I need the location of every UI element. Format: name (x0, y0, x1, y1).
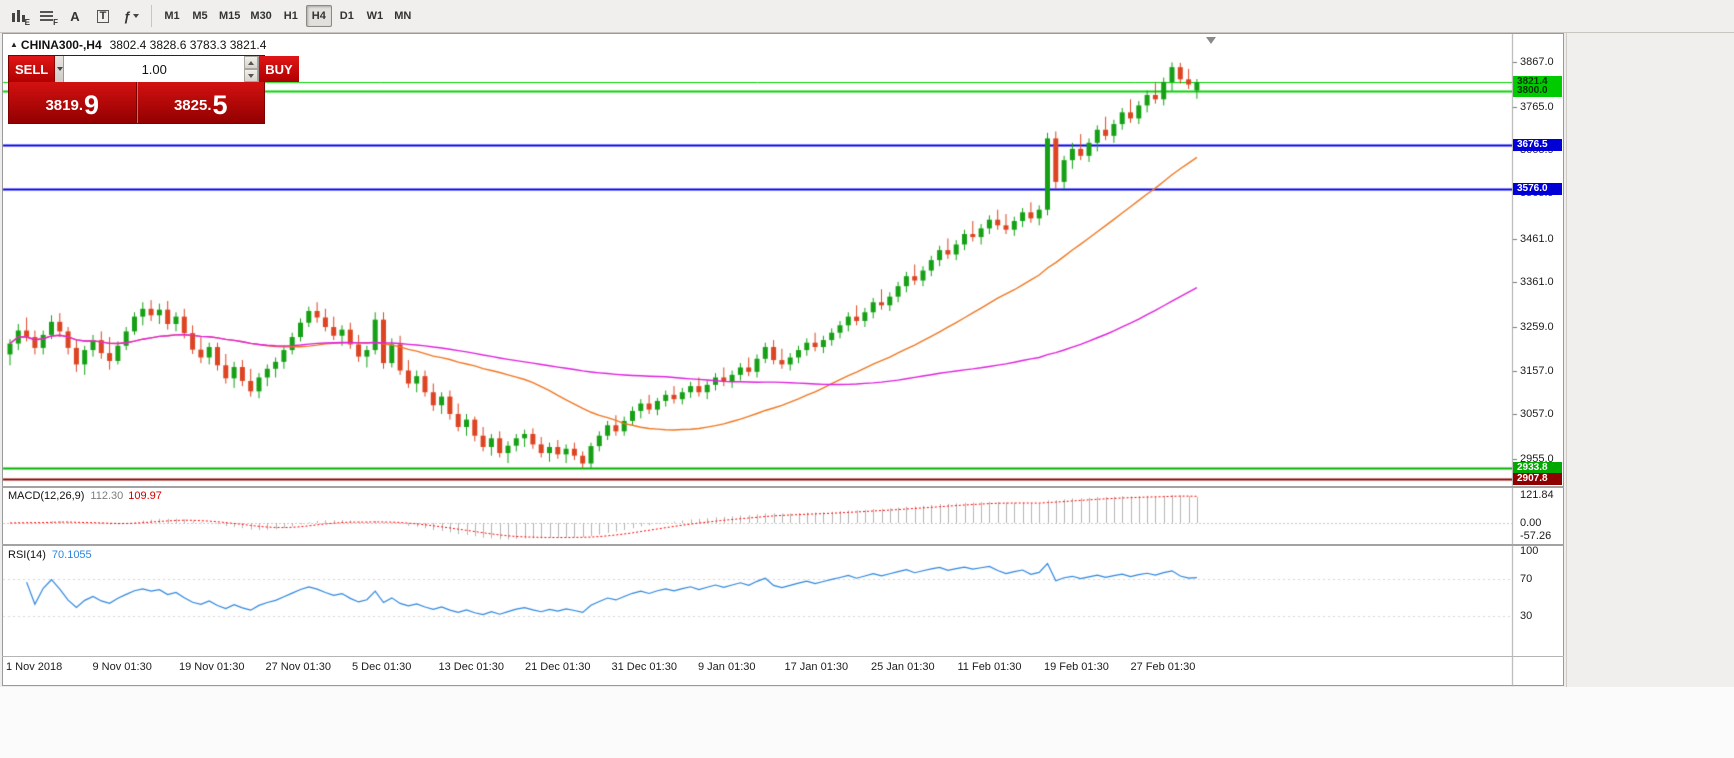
price-tick-label: 3157.0 (1520, 364, 1554, 377)
price-line-badge: 3676.5 (1513, 139, 1562, 152)
bid-price-big-digit: 9 (84, 90, 100, 120)
time-tick-label: 9 Jan 01:30 (698, 661, 756, 673)
time-tick-label: 9 Nov 01:30 (92, 661, 152, 673)
price-tick-label: 3361.0 (1520, 276, 1554, 289)
chart-shift-marker (1206, 37, 1216, 44)
macd-scale-label: 121.84 (1520, 489, 1554, 501)
price-tick-label: 3867.0 (1520, 56, 1554, 69)
indicators-button[interactable]: ƒ (118, 4, 144, 28)
arrow-down-icon (248, 73, 255, 78)
time-tick-label: 1 Nov 2018 (6, 661, 63, 673)
price-line-badge: 3576.0 (1513, 182, 1562, 195)
ask-price-prefix: 3825. (173, 97, 212, 114)
text-icon: T (96, 9, 110, 23)
macd-pane-separator[interactable] (2, 486, 1564, 488)
price-line-badge: 3821.4 (1513, 76, 1562, 89)
function-icon: ƒ (123, 8, 131, 24)
chevron-down-icon (132, 14, 139, 18)
grid-icon (40, 11, 53, 21)
time-tick-label: 17 Jan 01:30 (784, 661, 849, 673)
toolbar-separator (151, 5, 152, 27)
chart-symbol-label: CHINA300-,H4 (20, 38, 102, 52)
sell-button[interactable]: SELL (9, 56, 55, 82)
chart-title: ▲ CHINA300-,H4 3802.4 3828.6 3783.3 3821.4 (10, 38, 266, 52)
macd-title: MACD(12,26,9) (8, 490, 85, 502)
macd-scale-label: -57.26 (1520, 530, 1552, 542)
volume-increase-button[interactable] (244, 56, 259, 69)
timeframe-H1[interactable]: H1 (278, 5, 304, 27)
time-tick-label: 19 Nov 01:30 (179, 661, 245, 673)
ask-price-button[interactable]: 3825. 5 (136, 82, 264, 123)
rsi-pane-separator[interactable] (2, 544, 1564, 546)
rsi-scale-label: 100 (1520, 545, 1539, 557)
timeframe-M1[interactable]: M1 (159, 5, 185, 27)
rsi-indicator-label: RSI(14) 70.1055 (8, 549, 92, 561)
time-axis-separator (2, 656, 1564, 657)
timeframe-M15[interactable]: M15 (215, 5, 244, 27)
macd-main-value: 112.30 (90, 490, 124, 502)
time-tick-label: 5 Dec 01:30 (352, 661, 412, 673)
toolbar-icon-group: E F A T ƒ (6, 4, 144, 28)
chart-ohlc-values: 3802.4 3828.6 3783.3 3821.4 (109, 38, 267, 52)
profile-grid-button[interactable]: F (34, 4, 60, 28)
volume-spinner (244, 56, 259, 82)
price-line-badge: 2933.8 (1513, 461, 1562, 474)
bid-price-prefix: 3819. (45, 97, 83, 114)
price-tick-label: 3259.0 (1520, 320, 1554, 333)
time-tick-label: 21 Dec 01:30 (525, 661, 591, 673)
bid-price-button[interactable]: 3819. 9 (9, 82, 137, 123)
text-tool-button[interactable]: T (90, 4, 116, 28)
rsi-value: 70.1055 (51, 549, 92, 561)
price-line-badge: 2907.8 (1513, 473, 1562, 486)
timeframe-D1[interactable]: D1 (334, 5, 360, 27)
timeframe-M5[interactable]: M5 (187, 5, 213, 27)
macd-signal-value: 109.97 (128, 490, 162, 502)
ask-price-big-digit: 5 (212, 90, 228, 120)
cursor-tool-button[interactable]: A (62, 4, 88, 28)
arrow-up-icon (248, 60, 255, 65)
icon-letter: F (53, 18, 58, 27)
timeframe-group: M1 M5 M15 M30 H1 H4 D1 W1 MN (159, 5, 416, 27)
time-tick-label: 27 Feb 01:30 (1130, 661, 1196, 673)
rsi-title: RSI(14) (8, 549, 46, 561)
price-line-badge: 3800.0 (1513, 85, 1562, 98)
price-tick-label: 2955.0 (1520, 452, 1554, 465)
rsi-scale-label: 70 (1520, 573, 1533, 585)
price-tick-label: 3461.0 (1520, 232, 1554, 245)
timeframe-W1[interactable]: W1 (362, 5, 388, 27)
time-tick-label: 13 Dec 01:30 (438, 661, 504, 673)
price-axis[interactable] (1512, 33, 1566, 686)
chevron-down-icon (57, 67, 64, 71)
order-panel-price-row: 3819. 9 3825. 5 (9, 82, 264, 123)
time-tick-label: 25 Jan 01:30 (871, 661, 935, 673)
one-click-trading-panel: SELL BUY 3819.9 3825.5 (8, 55, 299, 124)
candlestick-icon (12, 10, 25, 22)
time-tick-label: 19 Feb 01:30 (1044, 661, 1109, 673)
volume-input[interactable] (64, 56, 259, 82)
time-tick-label: 27 Nov 01:30 (265, 661, 331, 673)
volume-decrease-button[interactable] (244, 69, 259, 82)
timeframe-H4[interactable]: H4 (305, 5, 332, 27)
chart-title-icon: ▲ (10, 40, 18, 49)
icon-letter: E (24, 18, 30, 27)
volume-dropdown-button[interactable] (54, 56, 64, 82)
buy-button[interactable]: BUY (259, 56, 299, 82)
macd-indicator-label: MACD(12,26,9) 112.30 109.97 (8, 490, 162, 502)
order-panel-top-row: SELL BUY (9, 56, 299, 82)
expert-chart-button[interactable]: E (6, 4, 32, 28)
toolbar: E F A T ƒ M1 M5 M15 M30 H1 H4 D1 W1 MN (0, 0, 1734, 33)
price-tick-label: 3057.0 (1520, 408, 1554, 421)
macd-scale-label: 0.00 (1520, 517, 1542, 529)
price-tick-label: 3765.0 (1520, 100, 1554, 113)
timeframe-MN[interactable]: MN (390, 5, 416, 27)
time-tick-label: 31 Dec 01:30 (611, 661, 677, 673)
time-tick-label: 11 Feb 01:30 (957, 661, 1022, 673)
timeframe-M30[interactable]: M30 (246, 5, 275, 27)
rsi-scale-label: 30 (1520, 610, 1533, 622)
volume-box (63, 56, 260, 82)
cursor-icon: A (70, 8, 80, 24)
